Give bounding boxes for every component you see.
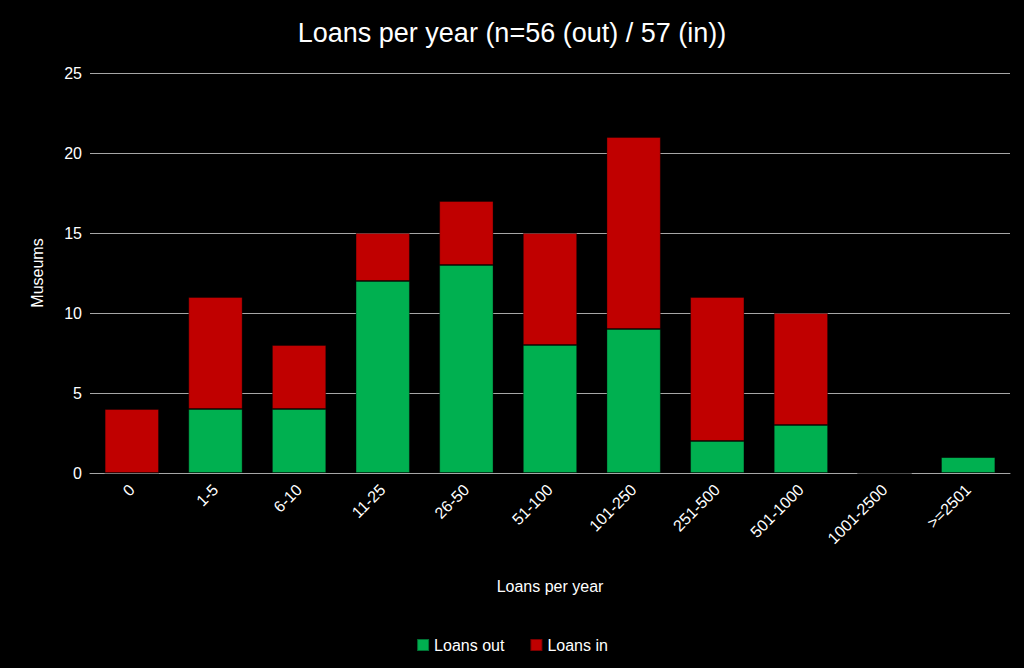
svg-text:51-100: 51-100 xyxy=(509,481,556,528)
svg-text:1-5: 1-5 xyxy=(193,481,221,509)
svg-text:20: 20 xyxy=(64,145,82,162)
svg-text:5: 5 xyxy=(73,385,82,402)
svg-text:Museums: Museums xyxy=(29,238,46,307)
svg-text:15: 15 xyxy=(64,225,82,242)
svg-text:0: 0 xyxy=(73,465,82,482)
svg-text:Loans per year (n=56 (out) / 5: Loans per year (n=56 (out) / 57 (in)) xyxy=(298,18,726,48)
svg-text:0: 0 xyxy=(120,481,138,499)
svg-text:101-250: 101-250 xyxy=(586,481,640,535)
svg-text:25: 25 xyxy=(64,65,82,82)
svg-text:Loans out: Loans out xyxy=(434,637,505,654)
svg-text:251-500: 251-500 xyxy=(670,481,724,535)
svg-text:10: 10 xyxy=(64,305,82,322)
svg-text:11-25: 11-25 xyxy=(349,481,389,521)
svg-text:>=2501: >=2501 xyxy=(924,481,974,531)
svg-text:Loans per year: Loans per year xyxy=(497,578,604,595)
svg-text:26-50: 26-50 xyxy=(431,481,472,522)
svg-text:Loans in: Loans in xyxy=(547,637,608,654)
svg-text:501-1000: 501-1000 xyxy=(747,481,807,541)
svg-text:6-10: 6-10 xyxy=(270,481,305,516)
svg-text:1001-2500: 1001-2500 xyxy=(824,481,890,547)
